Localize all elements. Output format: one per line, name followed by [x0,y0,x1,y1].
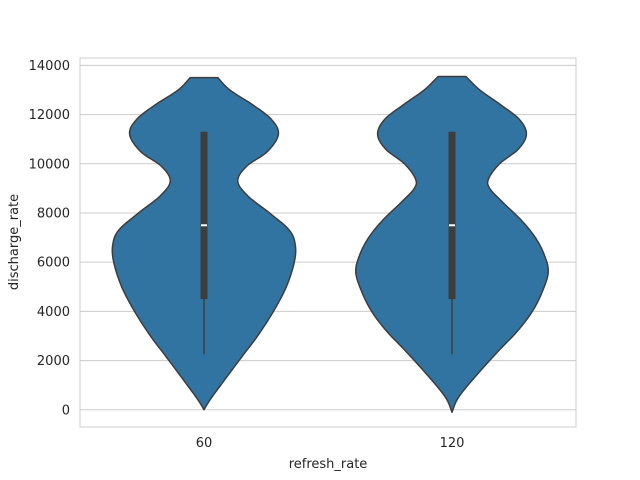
x-axis-ticks: 60 120 [196,436,465,451]
x-tick-label: 60 [196,436,213,451]
y-axis-label: discharge_rate [7,194,22,290]
y-tick-label: 8000 [37,206,70,221]
x-axis-label: refresh_rate [289,457,368,472]
y-tick-label: 2000 [37,354,70,369]
y-tick-label: 4000 [37,305,70,320]
x-tick-label: 120 [440,436,465,451]
y-tick-label: 10000 [29,157,70,172]
y-tick-label: 14000 [29,59,70,74]
violins [111,75,549,413]
y-axis-ticks: 0 2000 4000 6000 8000 10000 12000 14000 [29,59,70,418]
y-tick-label: 0 [62,403,70,418]
y-tick-label: 6000 [37,256,70,271]
y-tick-label: 12000 [29,108,70,123]
plot-frame [79,57,577,428]
